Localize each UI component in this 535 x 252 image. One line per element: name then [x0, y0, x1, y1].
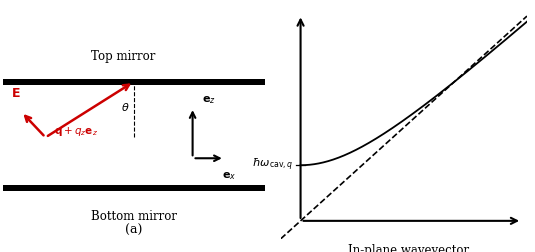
Bar — [3, 79, 265, 85]
Bar — [3, 185, 265, 191]
Text: $\hbar\omega_{\mathrm{cav},q}$: $\hbar\omega_{\mathrm{cav},q}$ — [252, 157, 293, 173]
Text: $\mathbf{q} + q_z\mathbf{e}_z$: $\mathbf{q} + q_z\mathbf{e}_z$ — [54, 125, 98, 138]
Text: $\mathbf{E}$: $\mathbf{E}$ — [11, 87, 21, 100]
Text: Bottom mirror: Bottom mirror — [91, 210, 177, 223]
Text: $\mathbf{e}_z$: $\mathbf{e}_z$ — [202, 94, 216, 106]
Text: In-plane wavevector: In-plane wavevector — [348, 244, 469, 252]
Text: Top mirror: Top mirror — [91, 50, 155, 63]
Text: (a): (a) — [125, 224, 142, 237]
Text: $\theta$: $\theta$ — [121, 102, 129, 113]
Text: $\mathbf{e}_x$: $\mathbf{e}_x$ — [221, 170, 236, 182]
